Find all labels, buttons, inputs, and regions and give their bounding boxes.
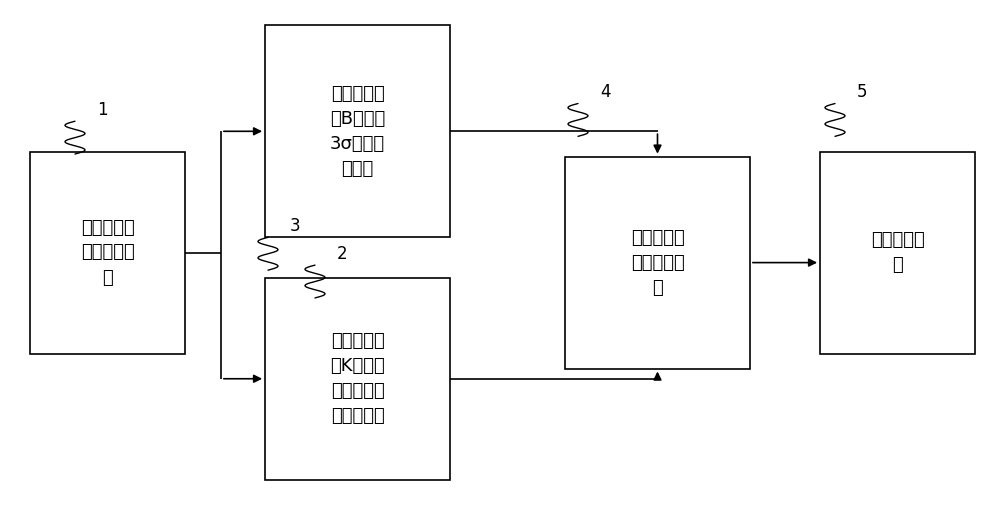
Text: 两点参数计
算和存取模
块: 两点参数计 算和存取模 块 [81,219,134,286]
Bar [565,157,750,369]
Text: 3: 3 [290,217,301,235]
Bar [820,152,975,354]
Text: 1: 1 [97,100,108,119]
Text: 基于增益矩
阵K的掩膜
滑动窗口盲
元检测模块: 基于增益矩 阵K的掩膜 滑动窗口盲 元检测模块 [330,332,385,425]
Text: 2: 2 [337,244,348,263]
Bar [265,278,450,480]
Bar [30,152,185,354]
Text: 盲元补偿模
块: 盲元补偿模 块 [871,231,924,274]
Text: 5: 5 [857,83,868,101]
Text: 4: 4 [600,83,610,101]
Text: 基于偏置矩
阵B的二次
3σ盲元检
测模块: 基于偏置矩 阵B的二次 3σ盲元检 测模块 [330,85,385,178]
Bar [265,25,450,237]
Text: 盲元集合表
存储更新模
块: 盲元集合表 存储更新模 块 [631,229,684,296]
